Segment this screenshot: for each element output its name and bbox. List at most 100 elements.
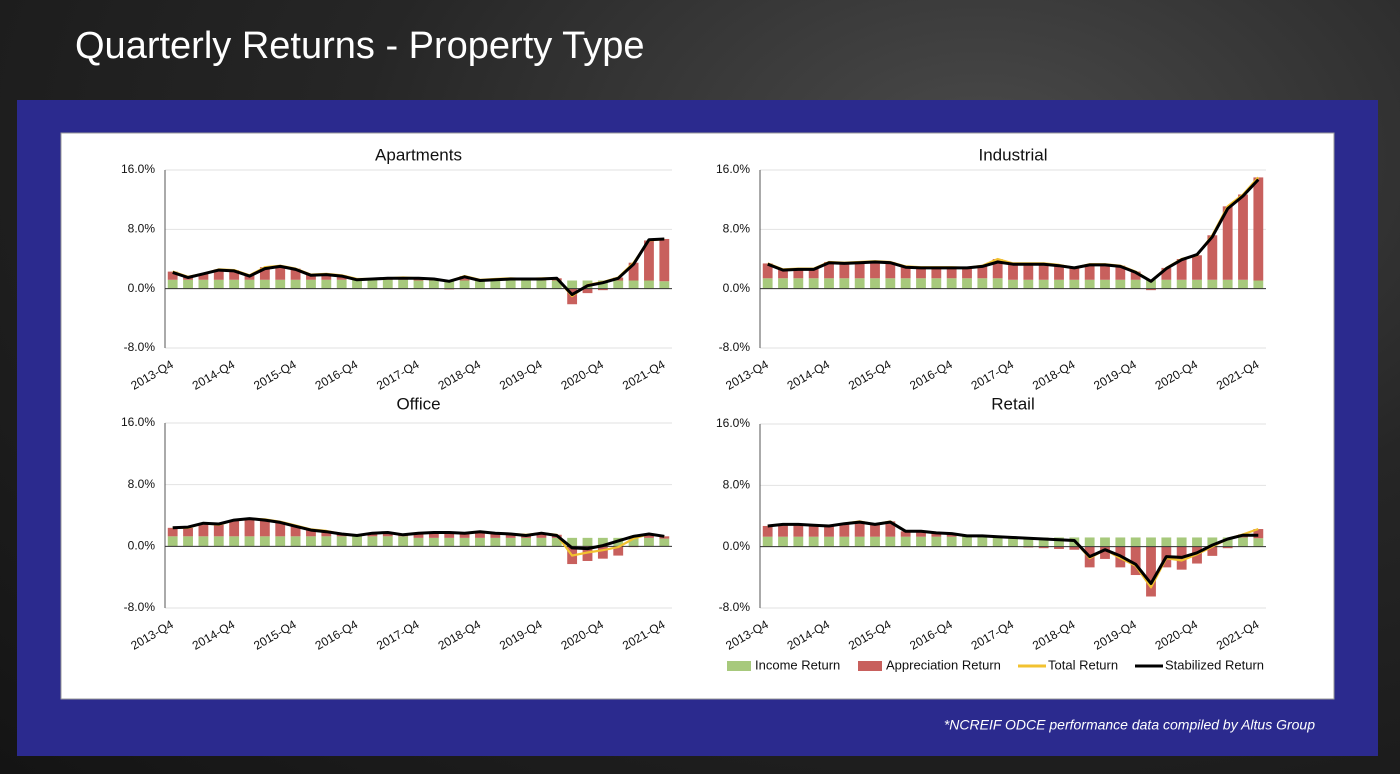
bar <box>213 279 224 289</box>
bar <box>321 536 332 547</box>
bar <box>916 531 926 537</box>
bar <box>183 536 193 547</box>
bar <box>946 536 957 547</box>
y-tick-label: -8.0% <box>719 600 751 614</box>
bar <box>1115 279 1126 289</box>
bar <box>1100 546 1110 559</box>
bar <box>428 280 439 289</box>
bar <box>183 279 193 289</box>
bar <box>1038 263 1049 280</box>
bar <box>992 536 1003 547</box>
y-tick-label: -8.0% <box>124 600 156 614</box>
bar <box>229 279 240 289</box>
bar <box>490 280 501 289</box>
bar <box>900 531 911 537</box>
bar <box>793 268 804 279</box>
bar <box>198 523 209 537</box>
bar <box>352 279 362 289</box>
bar <box>659 538 670 547</box>
bar <box>762 278 773 289</box>
bar <box>167 527 178 537</box>
bar <box>778 278 788 289</box>
bar <box>900 266 911 279</box>
chart-title: Retail <box>991 394 1034 413</box>
bar <box>183 527 193 537</box>
bar <box>459 533 470 538</box>
bar <box>1238 279 1248 289</box>
bar <box>659 281 670 289</box>
bar <box>582 288 593 294</box>
bar <box>1130 546 1141 576</box>
bar <box>229 520 240 537</box>
bar <box>382 536 393 547</box>
bar <box>229 270 240 280</box>
bar <box>1100 537 1110 547</box>
bar <box>824 536 834 547</box>
legend-label: Appreciation Return <box>886 657 1001 672</box>
bar <box>839 278 850 289</box>
line <box>172 517 665 551</box>
slide-title: Quarterly Returns - Property Type <box>75 25 645 67</box>
bar <box>213 269 224 280</box>
bar <box>644 537 654 547</box>
bar <box>444 280 455 289</box>
bar <box>916 536 926 547</box>
bar <box>1130 271 1141 280</box>
bar <box>1146 546 1156 597</box>
bar <box>213 536 224 547</box>
bar <box>1115 537 1126 547</box>
y-tick-label: 0.0% <box>723 281 751 295</box>
bar <box>413 533 424 538</box>
line <box>767 520 1259 585</box>
bar <box>1222 279 1233 289</box>
bar <box>367 536 378 547</box>
bar <box>597 288 608 291</box>
bar <box>885 261 896 279</box>
bar <box>1207 546 1218 556</box>
bar <box>582 546 593 561</box>
bar <box>870 524 880 537</box>
bar <box>946 533 957 537</box>
bar <box>1115 265 1126 280</box>
bar <box>1222 537 1233 547</box>
bar <box>885 521 896 537</box>
bar <box>413 280 424 289</box>
bar <box>659 238 670 282</box>
chart-area <box>60 132 1335 700</box>
bar <box>931 267 942 279</box>
bar <box>551 280 562 289</box>
bar <box>1069 546 1080 550</box>
bar <box>1130 537 1141 547</box>
y-tick-label: 0.0% <box>128 281 156 295</box>
bar <box>1146 537 1156 547</box>
bar <box>1008 537 1018 547</box>
bar <box>336 536 347 547</box>
bar <box>398 279 409 289</box>
bar <box>839 536 850 547</box>
bar <box>244 536 255 547</box>
bar <box>931 278 942 289</box>
bar <box>275 279 286 289</box>
bar <box>1176 279 1187 289</box>
bar <box>962 278 972 289</box>
bar <box>306 536 316 547</box>
bar <box>444 537 455 547</box>
bar <box>275 265 286 280</box>
legend-label: Total Return <box>1048 657 1118 672</box>
bar <box>628 280 639 289</box>
bar <box>198 536 209 547</box>
y-tick-label: 16.0% <box>716 416 750 430</box>
bar <box>1146 288 1156 291</box>
bar <box>854 536 865 547</box>
y-tick-label: 16.0% <box>121 415 155 429</box>
line <box>767 178 1260 283</box>
bar <box>793 278 804 289</box>
bar <box>870 536 880 547</box>
bar <box>321 273 332 280</box>
bar <box>367 533 378 537</box>
bar <box>306 274 316 280</box>
bar <box>1038 537 1049 547</box>
bar <box>290 536 301 547</box>
bar <box>931 536 942 547</box>
